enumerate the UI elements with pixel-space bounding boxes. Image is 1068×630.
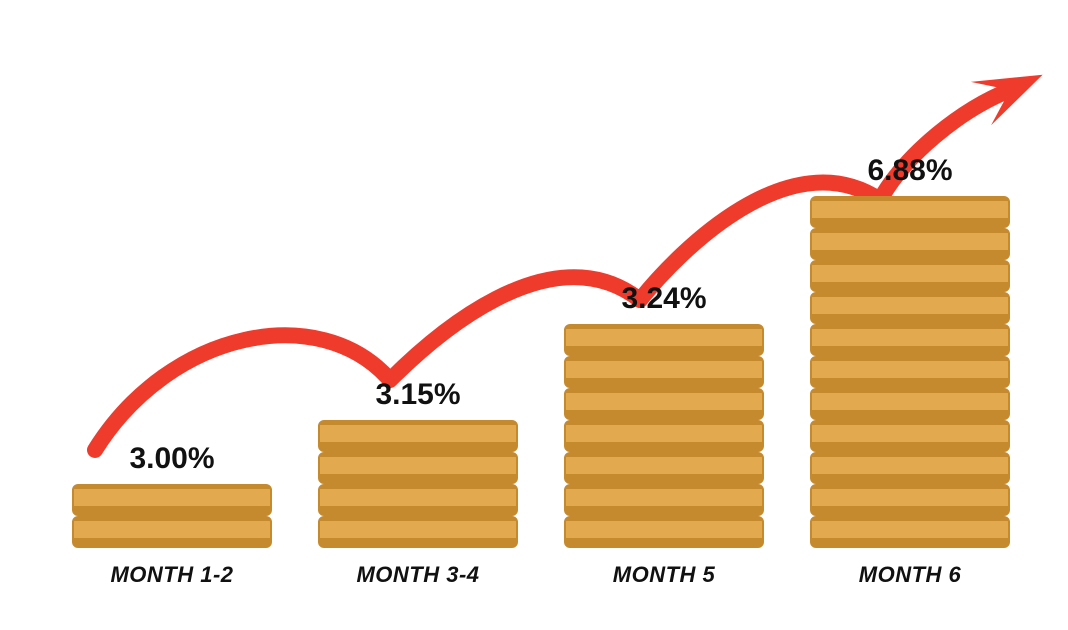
coin-icon — [564, 516, 764, 548]
coin-stack — [318, 420, 518, 548]
coin-icon — [810, 356, 1010, 388]
coin-icon — [72, 516, 272, 548]
coin-icon — [810, 292, 1010, 324]
coin-icon — [564, 388, 764, 420]
coin-icon — [810, 452, 1010, 484]
coin-stack — [810, 196, 1010, 548]
coin-stack — [564, 324, 764, 548]
coin-icon — [564, 356, 764, 388]
coin-icon — [810, 228, 1010, 260]
value-label: 3.24% — [544, 282, 784, 316]
coin-icon — [810, 260, 1010, 292]
coin-icon — [810, 324, 1010, 356]
coin-icon — [810, 196, 1010, 228]
coin-stack — [72, 484, 272, 548]
chart-stage: 3.00% Month 1-2 3.15% Month 3-4 3.24% Month 5… — [0, 0, 1068, 630]
coin-icon — [318, 420, 518, 452]
coin-icon — [810, 388, 1010, 420]
category-label: Month 1-2 — [52, 562, 292, 588]
coin-icon — [72, 484, 272, 516]
coin-icon — [318, 452, 518, 484]
category-label: Month 6 — [790, 562, 1030, 588]
coin-icon — [810, 420, 1010, 452]
value-label: 6.88% — [790, 154, 1030, 188]
coin-icon — [810, 484, 1010, 516]
coin-icon — [564, 484, 764, 516]
coin-icon — [564, 420, 764, 452]
coin-icon — [318, 484, 518, 516]
category-label: Month 3-4 — [298, 562, 538, 588]
coin-icon — [810, 516, 1010, 548]
coin-icon — [564, 324, 764, 356]
category-label: Month 5 — [544, 562, 784, 588]
coin-icon — [564, 452, 764, 484]
value-label: 3.00% — [52, 442, 292, 476]
value-label: 3.15% — [298, 378, 538, 412]
coin-icon — [318, 516, 518, 548]
